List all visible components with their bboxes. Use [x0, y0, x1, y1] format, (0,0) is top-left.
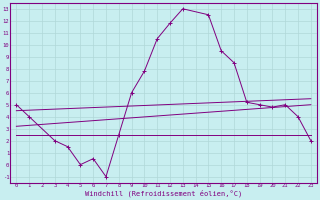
X-axis label: Windchill (Refroidissement éolien,°C): Windchill (Refroidissement éolien,°C)	[85, 190, 242, 197]
